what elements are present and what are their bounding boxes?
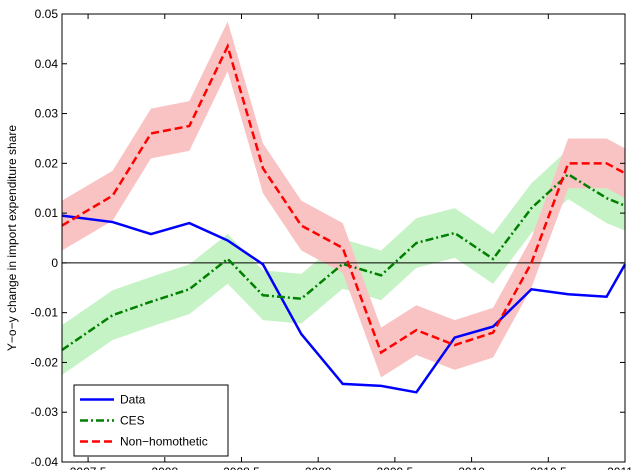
x-tick-label: 2007.5 xyxy=(70,465,107,470)
y-tick-label: -0.03 xyxy=(31,405,59,419)
axes-box xyxy=(61,13,626,463)
y-tick-label: -0.01 xyxy=(31,306,59,320)
series-line xyxy=(61,214,627,394)
series-line xyxy=(61,42,626,355)
legend-label: Data xyxy=(120,393,146,407)
x-tick-label: 2010 xyxy=(458,465,485,470)
x-tick-label: 2009 xyxy=(305,465,332,470)
x-tick-label: 2008 xyxy=(151,465,178,470)
series-line xyxy=(61,172,626,352)
y-tick-label: 0.05 xyxy=(35,7,59,21)
y-tick-label: 0.03 xyxy=(35,107,59,121)
legend-label: Non−homothetic xyxy=(120,435,208,449)
y-tick-label: 0.04 xyxy=(35,57,59,71)
y-tick-label: -0.04 xyxy=(31,455,59,469)
y-axis-label: Y−o−y change in import expenditure share xyxy=(5,125,19,351)
legend: Data CES Non−homothetic xyxy=(73,384,229,457)
x-tick-label: 2008.5 xyxy=(223,465,260,470)
x-tick-label: 2011 xyxy=(607,465,633,470)
y-tick-label: -0.02 xyxy=(31,355,59,369)
x-tick-label: 2010.5 xyxy=(530,465,567,470)
y-tick-label: 0.02 xyxy=(35,156,59,170)
confidence-band xyxy=(62,21,625,378)
legend-label: CES xyxy=(120,414,145,428)
y-tick-label: 0 xyxy=(51,256,58,270)
x-tick-label: 2009.5 xyxy=(377,465,414,470)
y-tick-label: 0.01 xyxy=(35,206,59,220)
